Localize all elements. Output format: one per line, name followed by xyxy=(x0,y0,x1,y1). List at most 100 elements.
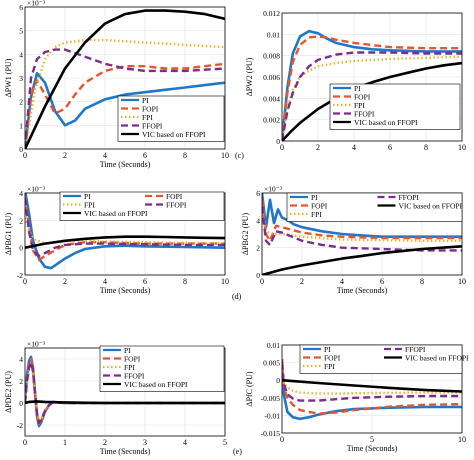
x-tick-label: 2 xyxy=(316,143,320,152)
x-tick-label: 0 xyxy=(280,143,284,152)
y-exponent-label: ×10⁻³ xyxy=(264,185,283,194)
y-tick-label: 0 xyxy=(19,145,23,154)
series-line-pi xyxy=(282,29,462,141)
y-tick-label: 2 xyxy=(19,377,23,386)
legend-label: FOPI xyxy=(311,202,328,211)
series-line-fopi xyxy=(282,359,462,415)
x-tick-label: 8 xyxy=(420,277,424,286)
legend-label: PI xyxy=(354,84,361,93)
x-tick-label: 0 xyxy=(260,277,264,286)
y-tick-label: 4 xyxy=(19,50,23,59)
y-axis-label: ΔPBG1 (PU) xyxy=(4,213,13,256)
legend-label: FPI xyxy=(142,113,153,122)
legend-label: VIC based on FFOPI xyxy=(399,202,463,211)
y-tick-label: 0.01 xyxy=(267,30,280,39)
legend-label: FFOPI xyxy=(399,193,420,202)
y-tick-label: -2 xyxy=(17,421,23,430)
y-tick-label: 4 xyxy=(19,355,23,364)
y-axis-label: ΔPDE2 (PU) xyxy=(4,371,13,413)
y-tick-label: -0.005 xyxy=(261,394,281,403)
x-axis-label: Time (Seconds) xyxy=(100,447,151,456)
legend-label: FFOPI xyxy=(166,201,187,210)
legend-box xyxy=(59,191,225,221)
y-tick-label: 0.01 xyxy=(267,341,280,350)
series-line-fpi xyxy=(25,38,225,149)
chart-panel-4: 0 2 4 6 8 10 0 2 4 6 ×10⁻³ Time (Seconds) ΔPBG2 (PU)… xyxy=(241,185,466,296)
y-exponent-label: ×10⁻³ xyxy=(27,340,46,349)
x-tick-label: 10 xyxy=(221,151,229,160)
x-tick-label: 6 xyxy=(143,151,147,160)
x-axis-label: Time (Seconds) xyxy=(337,286,388,295)
legend-box xyxy=(299,344,463,374)
series-line-fpi xyxy=(282,365,462,395)
legend-label: PI xyxy=(142,96,149,105)
x-axis-label: Time (Seconds) xyxy=(100,286,151,295)
x-tick-label: 8 xyxy=(183,151,187,160)
x-tick-label: 6 xyxy=(143,277,147,286)
x-tick-label: 10 xyxy=(458,143,466,152)
series-line-vic xyxy=(25,235,225,249)
legend-label: FFOPI xyxy=(124,372,145,381)
y-tick-label: 0.006 xyxy=(263,73,280,82)
x-tick-label: 5 xyxy=(223,438,227,447)
y-tick-label: 6 xyxy=(256,189,260,198)
legend-label: FOPI xyxy=(124,355,141,364)
legend-label: VIC based on FFOPI xyxy=(405,354,469,363)
x-tick-label: 2 xyxy=(103,438,107,447)
x-tick-label: 0 xyxy=(23,277,27,286)
series-line-ffopi xyxy=(25,48,225,149)
panel-letter-c: (c) xyxy=(235,151,244,160)
legend-label: FFOPI xyxy=(354,110,375,119)
legend-label: VIC based on FFOPI xyxy=(124,380,188,389)
series-line-ffopi xyxy=(282,362,462,402)
x-axis-label: Time (Seconds) xyxy=(347,444,398,453)
y-tick-label: 0.002 xyxy=(263,116,280,125)
legend: PI FFOPI FOPI VIC based on FFOPI FPI xyxy=(286,192,463,222)
y-tick-label: 0.004 xyxy=(263,94,280,103)
legend: PI FFOPI FOPI VIC based on FFOPI FPI xyxy=(299,344,469,374)
x-tick-label: 2 xyxy=(63,277,67,286)
legend-label: FPI xyxy=(84,201,95,210)
series-line-fopi xyxy=(282,35,462,141)
chart-panel-6: 0 5 10 -0.015 -0.01 -0.005 0 0.005 0.01 Time (Sec… xyxy=(245,341,469,453)
legend-label: FFOPI xyxy=(142,122,163,131)
x-tick-label: 8 xyxy=(183,277,187,286)
series-line-fopi xyxy=(262,199,462,243)
series-line-pi xyxy=(282,359,462,421)
series-line-ffopi xyxy=(282,51,462,141)
panel-letter-e: (e) xyxy=(233,447,242,456)
series-line-vic xyxy=(282,378,462,393)
legend-box xyxy=(329,83,461,130)
y-tick-label: 4 xyxy=(19,189,23,198)
legend-label: PI xyxy=(324,345,331,354)
legend-label: FOPI xyxy=(142,105,159,114)
y-tick-label: 0 xyxy=(256,271,260,280)
y-tick-label: 0 xyxy=(19,399,23,408)
chart-panel-1: 0 2 4 6 8 10 0 1 2 3 4 5 6 ×10⁻³ Time (Seconds) ΔPW1 (P… xyxy=(4,0,229,169)
legend-label: FPI xyxy=(311,210,322,219)
legend-label: PI xyxy=(84,192,91,201)
y-tick-label: 2 xyxy=(19,98,23,107)
y-tick-label: -0.01 xyxy=(264,411,280,420)
y-exponent-label: ×10⁻³ xyxy=(27,185,46,194)
legend-label: FOPI xyxy=(354,93,371,102)
legend-label: PI xyxy=(311,193,318,202)
legend-box xyxy=(286,192,463,222)
y-axis-label: ΔPBG2 (PU) xyxy=(241,213,250,256)
y-tick-label: 0.012 xyxy=(263,9,280,18)
x-tick-label: 6 xyxy=(388,143,392,152)
x-tick-label: 4 xyxy=(340,277,344,286)
y-exponent-label: ×10⁻³ xyxy=(27,0,46,8)
series-line-vic xyxy=(25,400,225,405)
series-line-vic xyxy=(262,245,462,275)
series-line-pi xyxy=(25,72,225,149)
x-tick-label: 6 xyxy=(380,277,384,286)
series-line-fpi xyxy=(262,209,462,243)
legend-label: FOPI xyxy=(166,192,183,201)
legend-label: VIC based on FFOPI xyxy=(142,130,206,139)
series-line-pi xyxy=(262,193,462,238)
x-tick-label: 0 xyxy=(23,438,27,447)
